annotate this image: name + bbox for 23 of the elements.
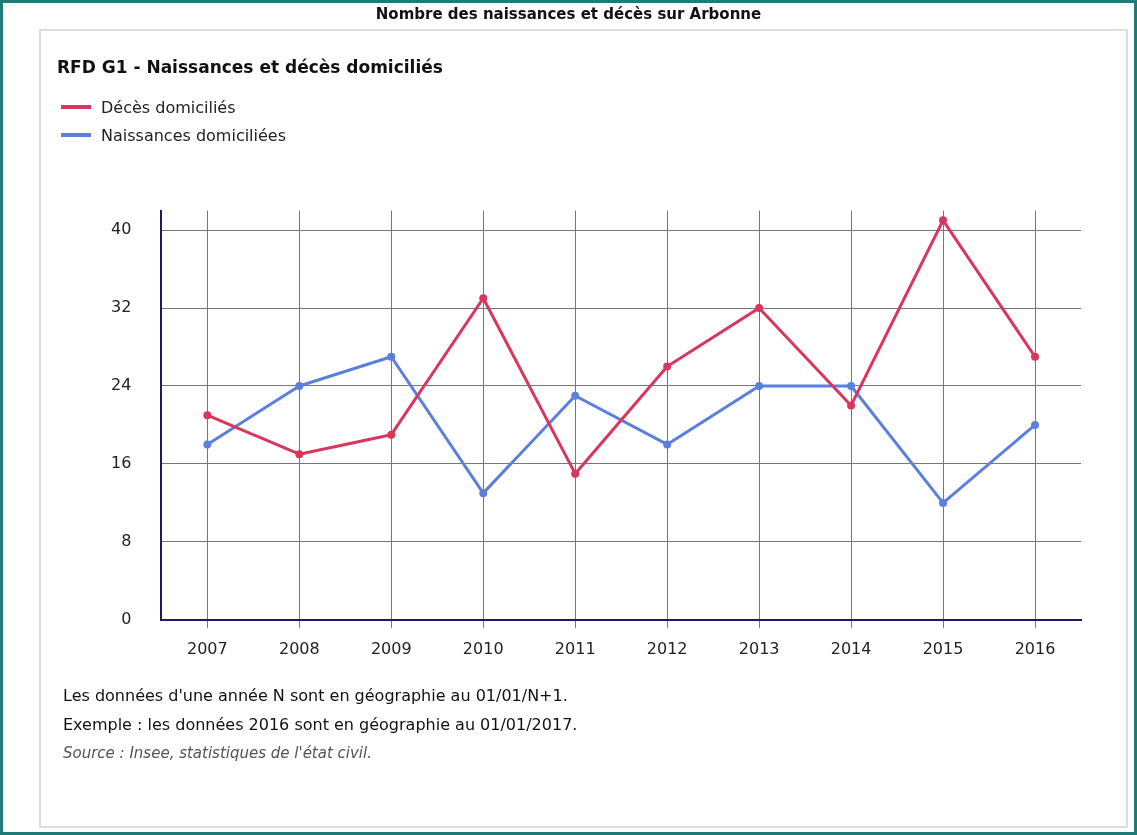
chart-subtitle: RFD G1 - Naissances et décès domiciliés [57,57,443,77]
y-tick-label: 40 [111,219,132,239]
source-note: Source : Insee, statistiques de l'état civil. [63,743,373,764]
text: Les données d'une année N sont en géographie au 01/01/N+1. [63,685,569,707]
x-tick-label: 2008 [278,638,320,658]
x-tick-label: 2016 [1014,638,1056,658]
x-tick-label: 2014 [830,638,872,658]
x-tick-label: 2011 [554,638,596,658]
x-tick-label: 2009 [370,638,412,658]
legend-label: Décès domiciliés [101,97,236,117]
x-tick-label: 2012 [646,638,688,658]
legend-label: Naissances domiciliées [101,125,287,145]
y-tick-label: 16 [111,453,132,473]
y-tick-label: 24 [111,375,132,395]
x-tick-label: 2013 [738,638,780,658]
y-tick-label: 32 [111,297,132,317]
x-tick-label: 2010 [462,638,504,658]
y-tick-label: 0 [121,608,132,628]
x-tick-label: 2007 [186,638,228,658]
y-tick-label: 8 [121,531,132,551]
chart-title: Nombre des naissances et décès sur Arbonne [374,5,763,23]
x-tick-label: 2015 [922,638,964,658]
text: Exemple : les données 2016 sont en géographie au 01/01/2017. [63,714,578,736]
